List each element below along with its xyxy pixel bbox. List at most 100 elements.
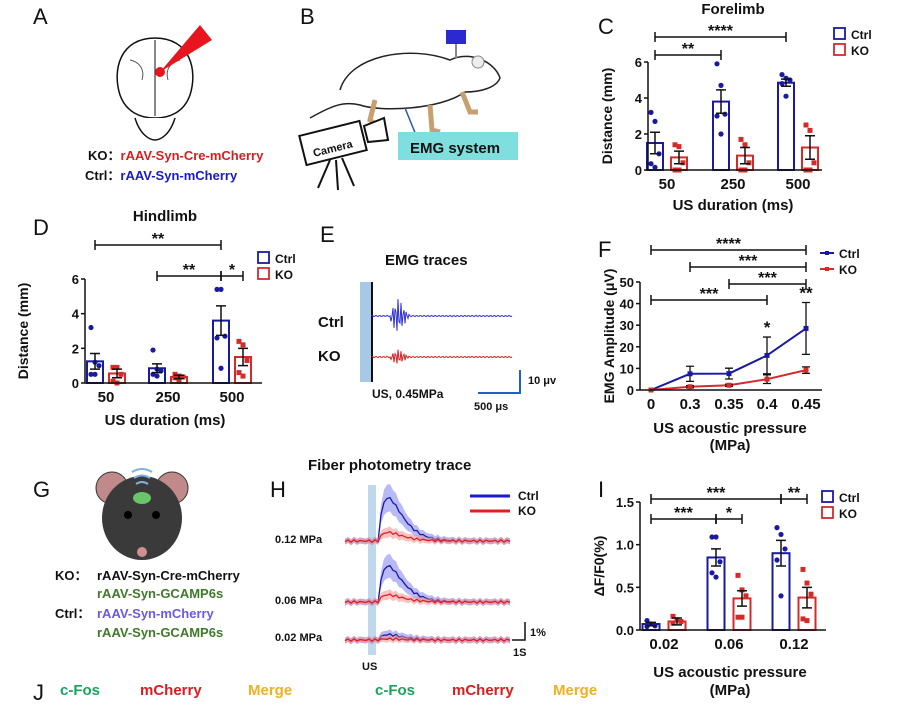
g-ko-virus-2: rAAV-Syn-GCAMP6s (97, 586, 223, 601)
g-ko-virus-1: rAAV-Syn-Cre-mCherry (97, 568, 241, 583)
data-point-ctrl (88, 324, 94, 331)
photometry-stim-bar (368, 485, 376, 655)
photometry-trace (344, 593, 511, 605)
data-point-ko (240, 342, 246, 348)
brain-illustration (116, 25, 212, 141)
g-ctrl-label: Ctrl： (55, 606, 90, 621)
y-axis-title: ΔF/F0(%) (591, 536, 607, 597)
y-tick-label: 1.0 (616, 538, 634, 553)
data-point-ctrl (718, 131, 724, 137)
data-point-ctrl (652, 164, 658, 170)
chart-f: 0 10 20 30 40 50 US acoustic pressure(MPa) EMG … (601, 236, 860, 454)
data-point-ko (118, 371, 124, 377)
error-bar (646, 621, 656, 627)
data-point-ctrl (214, 335, 220, 341)
data-point-ko (738, 136, 744, 142)
data-point-ctrl (778, 593, 784, 599)
data-point-ctrl (713, 574, 719, 580)
x-tick-label: 0.45 (791, 396, 820, 413)
data-point-ctrl (92, 371, 98, 377)
data-point-ctrl (783, 93, 789, 99)
x-tick-label: 0.4 (757, 396, 779, 413)
legend-label-ctrl: Ctrl (839, 491, 860, 505)
data-point-ctrl (714, 113, 720, 119)
legend-label-ko: KO (851, 44, 869, 58)
emg-system-label: EMG system (410, 140, 500, 157)
y-tick-label: 0 (627, 383, 634, 398)
legend-label-ko: KO (275, 268, 293, 282)
g-ctrl-virus-1: rAAV-Syn-mCherry (97, 606, 215, 621)
data-point-ctrl (726, 371, 732, 377)
data-point-ko (735, 614, 741, 620)
data-point-ko (735, 572, 741, 578)
x-tick-label: 500 (785, 176, 810, 193)
h-scale-x: 1S (513, 647, 526, 659)
photometry-trace (344, 637, 511, 643)
data-point-ko (176, 377, 182, 383)
emg-title: EMG traces (385, 252, 468, 269)
significance-bracket (654, 50, 722, 60)
data-point-ko (811, 160, 817, 166)
h-scale-bar (512, 622, 526, 641)
data-point-ko (739, 614, 745, 620)
significance-label: * (764, 318, 771, 337)
error-bar (174, 374, 184, 380)
legend-swatch (821, 490, 834, 503)
y-tick-label: 2 (635, 127, 642, 142)
data-point-ko (172, 371, 178, 377)
significance-label: *** (739, 253, 758, 270)
x-axis-title: US duration (ms) (673, 197, 794, 214)
data-point-ctrl (722, 111, 728, 117)
chart-title: Forelimb (701, 1, 764, 18)
data-point-ctrl (717, 559, 723, 565)
error-bar (152, 363, 162, 374)
image-label-mcherry: mCherry (140, 682, 202, 699)
x-axis-title-unit: (MPa) (710, 682, 751, 699)
significance-label: *** (674, 505, 693, 522)
significance-bracket (728, 279, 807, 289)
y-tick-label: 6 (72, 272, 79, 287)
error-bar (716, 89, 726, 115)
bar-ctrl (706, 556, 726, 632)
significance-label: * (229, 262, 236, 279)
data-point-ctrl (222, 333, 228, 339)
mouse-illustration (309, 30, 501, 141)
stimulus-bar (360, 282, 372, 382)
y-tick-label: 4 (635, 91, 643, 106)
significance-label: **** (786, 0, 812, 4)
data-point-ko (680, 160, 686, 166)
data-point-ctrl (779, 81, 785, 87)
data-point-ko (800, 566, 806, 572)
y-tick-label: 2 (72, 341, 79, 356)
emg-scale-bar (478, 370, 521, 394)
legend-swatch (833, 27, 846, 40)
data-point-ko (676, 144, 682, 150)
series-line-ctrl (650, 327, 807, 391)
y-axis-title: Distance (mm) (599, 68, 615, 164)
significance-bracket (715, 514, 743, 524)
error-bar (805, 135, 815, 160)
x-axis-title-unit: (MPa) (710, 437, 751, 454)
image-label-merge: Merge (553, 682, 597, 699)
data-point-ko (180, 374, 186, 380)
panel-label-e: E (320, 222, 335, 247)
laser-beam-icon (160, 25, 212, 72)
x-axis-title: US duration (ms) (105, 412, 226, 429)
significance-bracket (650, 295, 768, 305)
legend-label-ko: KO (839, 263, 857, 277)
legend-label-ko: KO (839, 507, 857, 521)
data-point-ctrl (154, 373, 160, 379)
chart-c: 0 2 4 6 Forelimb US duration (ms) Distance (mm… (599, 0, 872, 214)
significance-bracket (780, 494, 808, 504)
x-tick-label: 50 (659, 176, 676, 193)
error-bar (740, 146, 750, 165)
data-point-ko (804, 618, 810, 624)
x-tick-label: 0.02 (649, 636, 678, 653)
significance-bracket (220, 271, 244, 281)
data-point-ko (800, 616, 806, 622)
ko-label: KO： (88, 148, 121, 163)
panel-label-f: F (598, 237, 611, 262)
data-point-ctrl (787, 77, 793, 83)
x-tick-label: 0.3 (680, 396, 701, 413)
emg-trace-ctrl (371, 299, 513, 331)
